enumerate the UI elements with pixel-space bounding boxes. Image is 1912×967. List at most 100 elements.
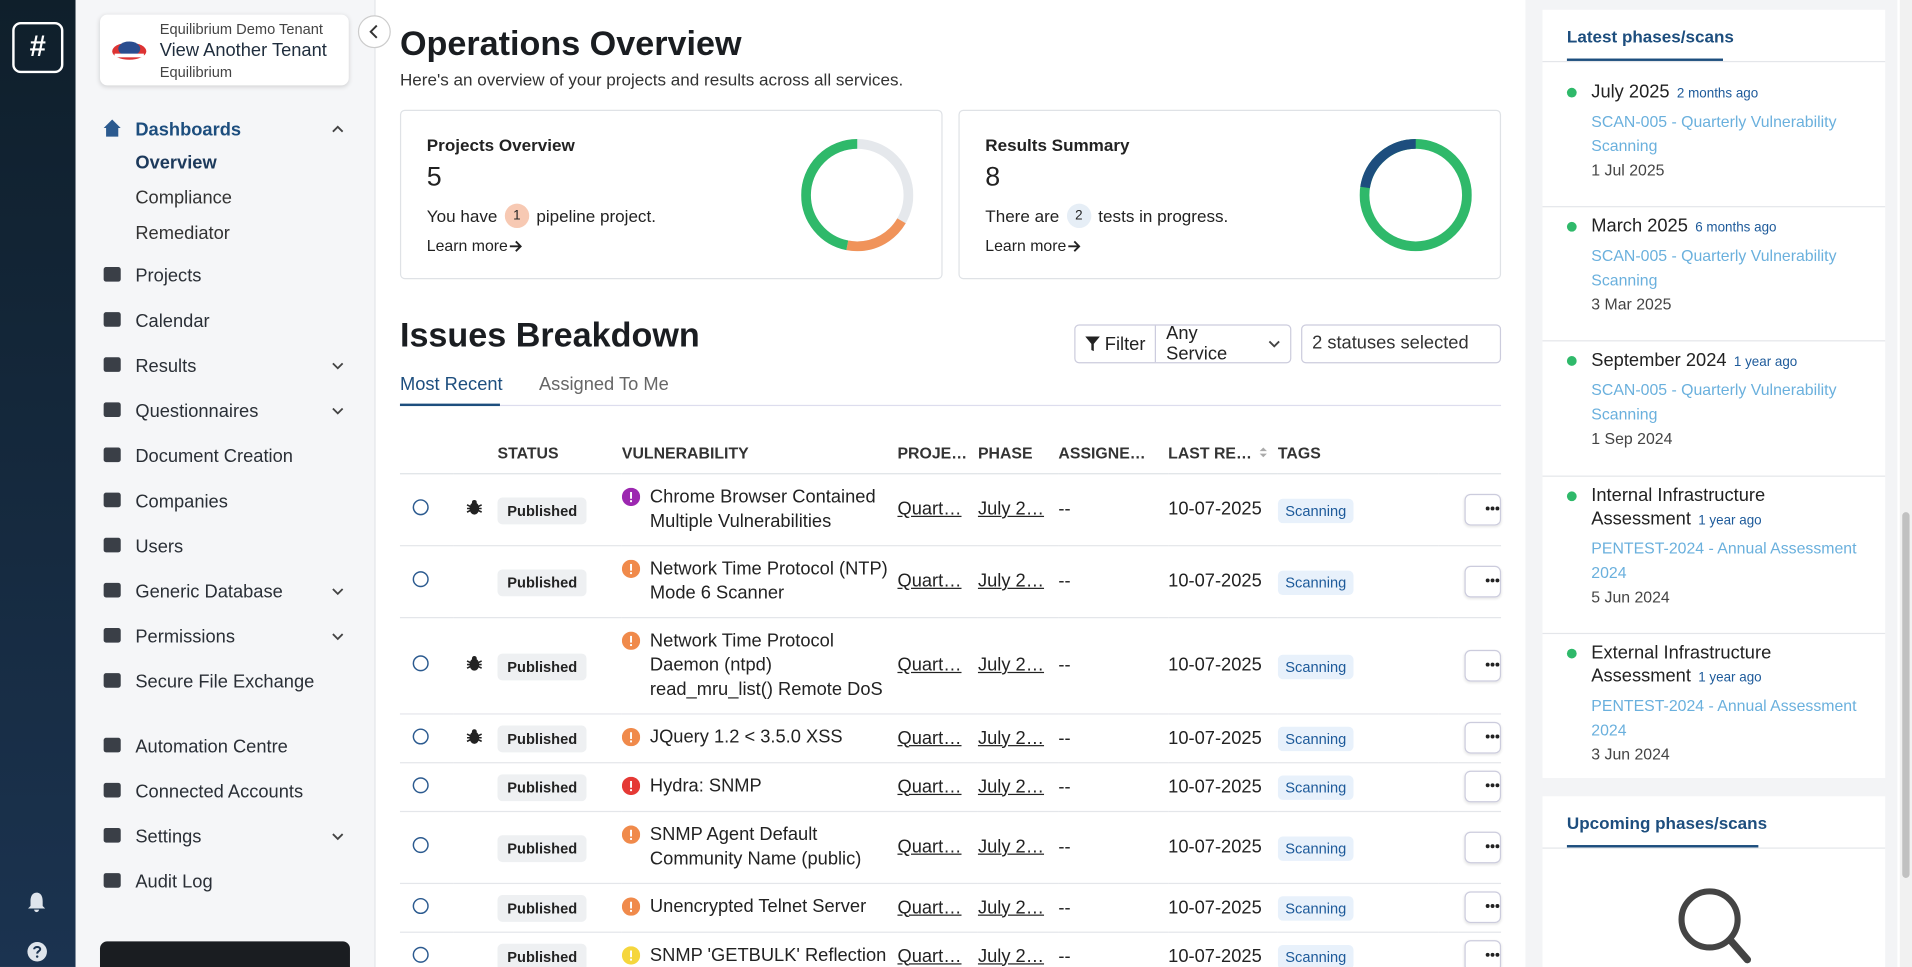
nav-item[interactable]: Connected Accounts [100, 779, 349, 806]
phase-name: July 2025 [1591, 81, 1670, 103]
phase-link[interactable]: July 2… [977, 654, 1045, 676]
project-link[interactable]: Quart… [897, 836, 962, 858]
help-icon[interactable] [27, 941, 48, 962]
issue-row: Published Hydra: SNMP Quart… July 2… -- 10-07… [399, 762, 1502, 811]
phase-link[interactable]: July 2… [977, 570, 1045, 592]
row-menu[interactable] [1464, 940, 1502, 967]
cell: 10-07-2025 [1168, 883, 1278, 932]
vulnerability-name[interactable]: Network Time Protocol Daemon (ntpd) read… [649, 629, 883, 700]
nav-chevron [332, 633, 344, 641]
vulnerability-name[interactable]: Unencrypted Telnet Server [649, 896, 867, 917]
vulnerability-name[interactable]: Network Time Protocol (NTP) Mode 6 Scann… [649, 557, 888, 603]
header-cell[interactable]: LAST RE… [1168, 433, 1278, 473]
header-cell[interactable]: PROJE… [897, 433, 977, 473]
cell [400, 762, 454, 811]
tenant-action[interactable]: View Another Tenant [159, 40, 327, 61]
phase-scan[interactable]: PENTEST-2024 - Annual Assessment 2024 [1591, 696, 1857, 739]
cell [454, 473, 498, 545]
nav-subitem[interactable]: Overview [135, 152, 217, 174]
project-link[interactable]: Quart… [897, 727, 962, 749]
vulnerability-name[interactable]: SNMP Agent Default Community Name (publi… [649, 823, 862, 869]
nav-item[interactable]: Results [100, 354, 349, 381]
nav-item[interactable]: Generic Database [100, 579, 349, 606]
row-menu[interactable] [1464, 770, 1502, 803]
scroll-thumb[interactable] [1902, 512, 1910, 878]
row-menu[interactable] [1464, 891, 1502, 924]
row-menu[interactable] [1464, 493, 1502, 525]
header-cell[interactable]: VULNERABILITY [622, 433, 898, 473]
tenant-card[interactable]: Equilibrium Demo Tenant View Another Tena… [99, 14, 349, 86]
service-select[interactable]: Any Service [1156, 323, 1290, 365]
project-link[interactable]: Quart… [897, 945, 962, 967]
project-link[interactable]: Quart… [897, 654, 962, 676]
last-updated: 10-07-2025 [1168, 945, 1262, 967]
project-link[interactable]: Quart… [897, 498, 962, 520]
nav-item[interactable]: Projects [100, 263, 349, 290]
learn-more[interactable]: Learn more [985, 237, 1082, 255]
summary-card: Results Summary 8 There are 2 tests in progr… [958, 109, 1502, 280]
cell: Quart… [897, 883, 977, 932]
phase-scan[interactable]: SCAN-005 - Quarterly Vulnerability Scann… [1591, 246, 1837, 289]
panel-underline [1566, 845, 1759, 848]
cell: Quart… [897, 713, 977, 762]
phase-title: July 2025 2 months ago [1591, 80, 1860, 106]
bell-icon[interactable] [26, 891, 48, 913]
filter-button[interactable]: Filter [1076, 325, 1157, 363]
learn-more[interactable]: Learn more [427, 237, 524, 255]
vulnerability-name[interactable]: Chrome Browser Contained Multiple Vulner… [649, 485, 876, 532]
phase-name: September 2024 [1591, 349, 1727, 371]
last-updated: 10-07-2025 [1168, 776, 1262, 797]
nav-item[interactable]: Users [100, 534, 349, 561]
cell: Scanning [1277, 932, 1439, 967]
header-cell [454, 433, 498, 473]
vuln: Network Time Protocol (NTP) Mode 6 Scann… [621, 557, 898, 606]
header-cell[interactable]: ASSIGNE… [1058, 433, 1168, 473]
row-menu[interactable] [1464, 565, 1502, 597]
phase-scan[interactable]: PENTEST-2024 - Annual Assessment 2024 [1591, 538, 1857, 582]
nav-item[interactable]: Settings [100, 824, 349, 851]
phase-link[interactable]: July 2… [977, 945, 1045, 967]
nav-subitem[interactable]: Remediator [135, 223, 230, 244]
phase-link[interactable]: July 2… [977, 498, 1045, 520]
tab[interactable]: Most Recent [399, 374, 503, 396]
phase-link[interactable]: July 2… [977, 727, 1045, 749]
nav-item[interactable]: Audit Log [100, 869, 349, 896]
phase-link[interactable]: July 2… [977, 896, 1045, 918]
nav-item[interactable]: Companies [100, 489, 349, 516]
nav-item[interactable]: Calendar [100, 309, 349, 336]
row-menu[interactable] [1464, 721, 1502, 754]
cell: -- [1058, 473, 1168, 545]
project-link[interactable]: Quart… [897, 896, 962, 918]
row-menu[interactable] [1464, 649, 1502, 682]
phase-scan[interactable]: SCAN-005 - Quarterly Vulnerability Scann… [1591, 112, 1837, 155]
nav-item[interactable]: Questionnaires [100, 399, 349, 426]
phase-link[interactable]: July 2… [977, 836, 1045, 858]
nav-subitem[interactable]: Compliance [135, 187, 232, 209]
nav-item[interactable]: Automation Centre [100, 734, 349, 761]
header-cell[interactable]: STATUS [498, 433, 622, 473]
header-cell[interactable]: PHASE [978, 433, 1058, 473]
nav-item[interactable]: Secure File Exchange [100, 669, 349, 696]
vulnerability-name[interactable]: Hydra: SNMP [649, 775, 762, 797]
nav-item[interactable]: Dashboards [100, 117, 349, 144]
project-link[interactable]: Quart… [897, 776, 962, 797]
vulnerability-name[interactable]: SNMP 'GETBULK' Reflection [649, 945, 887, 966]
nav-label: Dashboards [135, 119, 242, 141]
tab[interactable]: Assigned To Me [538, 374, 669, 396]
cell: Quart… [897, 473, 977, 545]
header-cell[interactable]: TAGS [1278, 433, 1439, 473]
project-link[interactable]: Quart… [897, 570, 962, 592]
nav-item[interactable]: Permissions [100, 624, 349, 651]
status-select[interactable]: 2 statuses selected [1301, 324, 1502, 364]
assignee: -- [1058, 776, 1071, 797]
nav-item[interactable]: Document Creation [100, 444, 349, 471]
row-checkbox [412, 571, 429, 588]
nav-label: Results [135, 356, 197, 377]
logo[interactable]: # [12, 21, 64, 74]
collapse-button[interactable] [357, 15, 394, 52]
quickstart-button[interactable] [99, 941, 350, 967]
vulnerability-name[interactable]: JQuery 1.2 < 3.5.0 XSS [649, 726, 843, 748]
phase-scan[interactable]: SCAN-005 - Quarterly Vulnerability Scann… [1591, 380, 1837, 424]
phase-link[interactable]: July 2… [977, 776, 1045, 797]
row-menu[interactable] [1464, 831, 1502, 863]
